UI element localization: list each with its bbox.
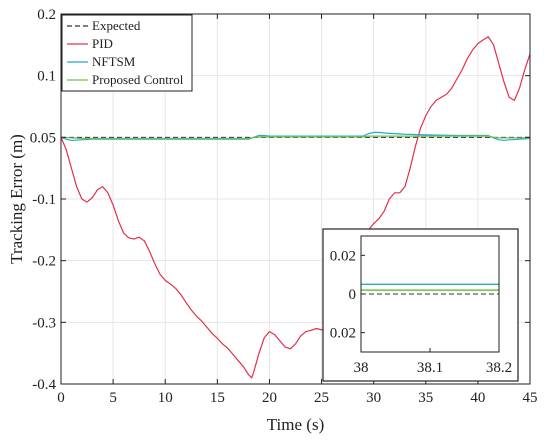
- y-tick-label: -0.4: [32, 377, 56, 393]
- inset-y-tick-label: 0: [349, 287, 357, 303]
- x-tick-label: 20: [262, 390, 277, 406]
- x-tick-label: 40: [470, 390, 485, 406]
- x-tick-label: 25: [314, 390, 329, 406]
- y-tick-label: 0.05: [30, 130, 56, 146]
- y-axis-label: Tracking Error (m): [7, 134, 26, 264]
- legend-label: PID: [92, 36, 113, 51]
- series-line-proposed-control: [60, 135, 530, 140]
- inset-ticks: 38 38.1 38.2 0.02 0 0.02: [330, 248, 512, 376]
- x-tick-label: 45: [523, 390, 538, 406]
- x-tick-label: 10: [158, 390, 173, 406]
- y-tick-label: 0.2: [37, 7, 56, 23]
- legend: Expected PID NFTSM Proposed Control: [61, 14, 193, 92]
- legend-label: NFTSM: [92, 54, 136, 69]
- inset-panel: [322, 228, 519, 382]
- main-series: [60, 36, 531, 379]
- inset-x-tick-label: 38: [354, 360, 369, 376]
- x-axis-label: Time (s): [267, 415, 324, 434]
- legend-label: Expected: [92, 18, 141, 33]
- inset-x-tick-label: 38.2: [486, 360, 512, 376]
- x-tick-label: 5: [109, 390, 117, 406]
- y-tick-label: -0.1: [32, 192, 56, 208]
- y-tick-label: 0.1: [37, 69, 56, 85]
- inset-series: [361, 283, 499, 295]
- x-tick-label: 35: [418, 390, 433, 406]
- inset-y-tick-label: 0.02: [330, 326, 356, 342]
- inset-x-tick-label: 38.1: [417, 360, 443, 376]
- x-tick-label: 30: [366, 390, 381, 406]
- x-tick-label: 0: [57, 390, 65, 406]
- x-tick-label: 15: [210, 390, 225, 406]
- series-line-pid: [60, 36, 531, 379]
- legend-label: Proposed Control: [92, 72, 184, 87]
- y-tick-label: -0.3: [32, 315, 56, 331]
- inset-y-tick-label: 0.02: [330, 248, 356, 264]
- y-tick-label: -0.2: [32, 254, 56, 270]
- legend-box: [61, 14, 193, 92]
- main-ticks: 0 5 10 15 20 25 30 35 40 45 -0.4 -0.3 -0.2 -0.1 0.05 0.…: [30, 7, 538, 406]
